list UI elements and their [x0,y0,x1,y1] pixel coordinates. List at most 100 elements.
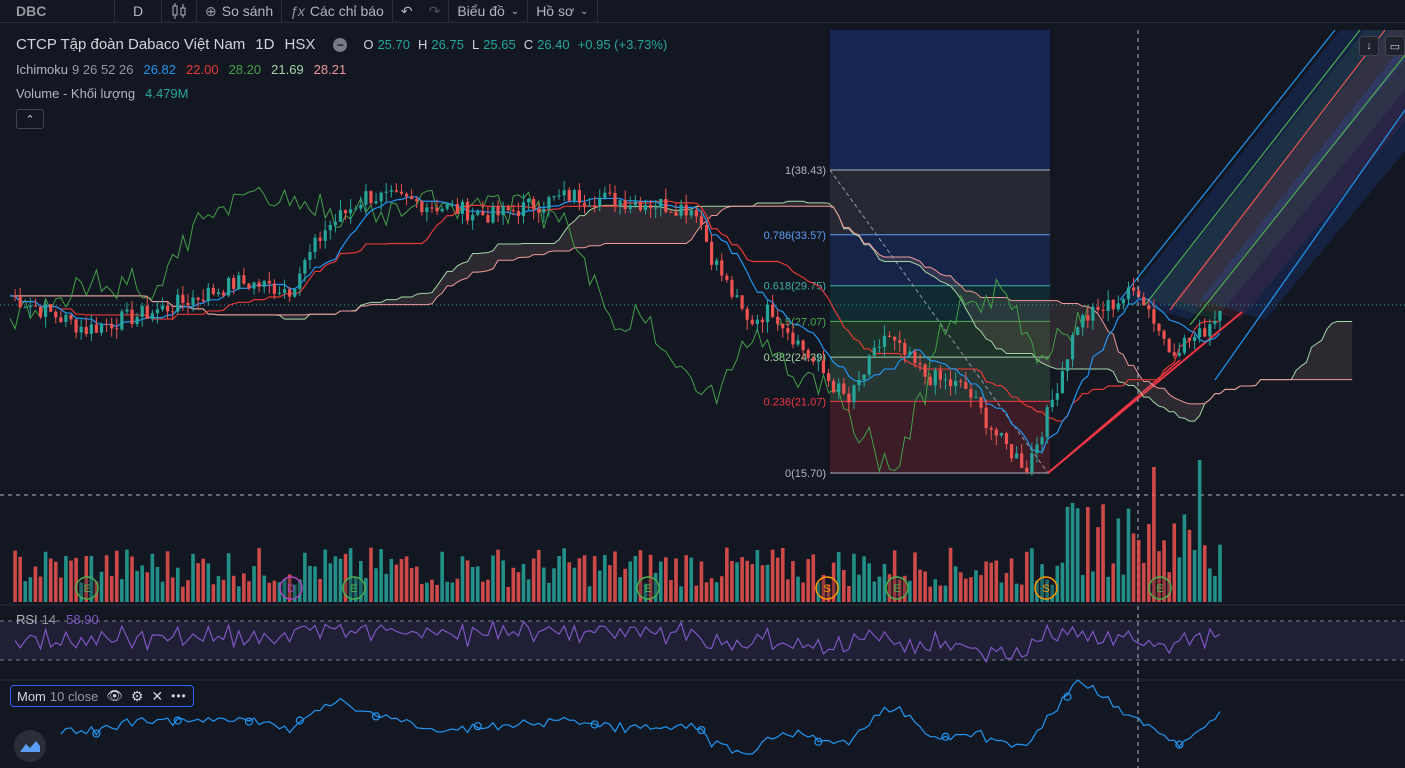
candle[interactable] [1096,306,1100,310]
candle[interactable] [979,397,983,408]
candle[interactable] [582,202,587,206]
candle[interactable] [893,336,897,341]
candle[interactable] [328,224,332,231]
redo-button[interactable]: ↷ [421,0,449,22]
candle[interactable] [277,292,282,294]
candle[interactable] [928,376,932,386]
candle[interactable] [84,326,88,334]
interval-button[interactable]: D [132,3,144,19]
candle[interactable] [1030,453,1034,472]
candle[interactable] [948,379,953,387]
eye-icon[interactable]: 👁 [106,688,123,703]
candle[interactable] [587,205,592,207]
candle[interactable] [847,393,851,403]
candle[interactable] [338,210,343,222]
candle[interactable] [1198,328,1202,337]
candle[interactable] [994,429,998,436]
candle[interactable] [974,397,978,399]
candle[interactable] [913,351,917,364]
candle[interactable] [349,209,353,214]
candle[interactable] [643,205,648,211]
candle[interactable] [689,210,693,216]
candle[interactable] [435,207,439,212]
candle[interactable] [43,304,48,317]
candle[interactable] [638,201,643,211]
candle[interactable] [918,363,922,365]
candle[interactable] [572,190,576,201]
candle[interactable] [959,381,963,383]
candle[interactable] [64,314,68,322]
candle[interactable] [1157,323,1161,331]
minus-icon[interactable]: − [333,37,348,52]
candle[interactable] [1004,433,1009,445]
candle[interactable] [430,207,434,209]
candle[interactable] [394,190,398,192]
candle[interactable] [1045,407,1049,438]
maximize-button[interactable]: ▭ [1385,36,1405,56]
candle[interactable] [1137,290,1141,297]
rsi-line[interactable] [14,619,1221,664]
candle[interactable] [333,221,337,225]
channel-line[interactable] [1189,54,1405,326]
candle[interactable] [465,201,470,221]
candle[interactable] [252,282,256,289]
candle[interactable] [191,297,195,306]
candle[interactable] [933,370,937,386]
candle[interactable] [608,192,612,194]
candle[interactable] [1121,299,1126,304]
candle[interactable] [837,383,841,393]
undo-button[interactable]: ↶ [393,0,421,22]
mom-legend[interactable]: Mom 10 close 👁 ⚙ ✕ ••• [10,685,194,707]
candle[interactable] [404,193,409,197]
candle[interactable] [521,202,526,217]
candle[interactable] [135,316,139,325]
candle[interactable] [760,319,765,323]
candle[interactable] [735,295,739,297]
candle[interactable] [171,311,175,313]
candle[interactable] [532,198,536,210]
candle[interactable] [857,379,861,386]
candle[interactable] [110,323,114,329]
candle[interactable] [501,206,505,216]
candle[interactable] [694,210,698,217]
candle[interactable] [872,347,876,356]
candle[interactable] [679,204,683,216]
candle[interactable] [704,225,709,242]
candle[interactable] [445,204,449,209]
candle[interactable] [486,215,490,223]
candle[interactable] [99,323,104,333]
candle[interactable] [389,190,393,192]
candle[interactable] [603,192,607,198]
event-marker[interactable] [1034,576,1058,600]
candle[interactable] [908,351,912,355]
candle[interactable] [1055,393,1059,400]
candle[interactable] [160,305,165,310]
candle[interactable] [887,335,892,337]
candle[interactable] [755,319,759,325]
collapse-legend-button[interactable]: ⌃ [16,109,44,129]
candle[interactable] [511,210,515,212]
channel-line[interactable] [1144,29,1361,306]
candle[interactable] [633,201,637,206]
candle[interactable] [89,324,93,334]
channel-line[interactable] [1214,109,1405,381]
candle[interactable] [506,206,510,211]
candle[interactable] [28,305,32,308]
candle[interactable] [298,273,302,289]
candle[interactable] [674,211,678,216]
candle[interactable] [374,201,378,204]
candle[interactable] [1060,371,1064,394]
candle[interactable] [460,201,465,214]
candle[interactable] [1203,328,1207,337]
candle[interactable] [1177,352,1181,356]
candle[interactable] [1111,300,1115,310]
candle[interactable] [516,210,521,217]
candle[interactable] [552,196,556,198]
candle[interactable] [1070,334,1075,360]
candle[interactable] [1065,359,1070,372]
candle[interactable] [1091,306,1095,321]
candle[interactable] [491,206,495,223]
candle[interactable] [1192,336,1197,341]
candle[interactable] [176,294,180,312]
candle[interactable] [308,252,312,260]
